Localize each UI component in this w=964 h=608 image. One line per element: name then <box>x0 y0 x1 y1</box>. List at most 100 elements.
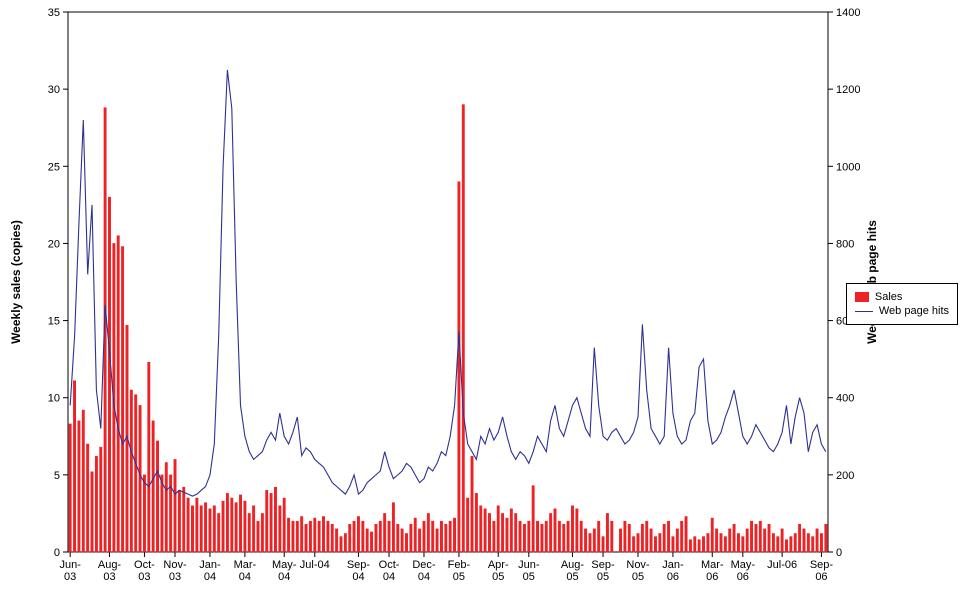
bar <box>436 529 438 552</box>
bar <box>366 529 368 552</box>
bar <box>244 501 246 552</box>
svg-text:05: 05 <box>523 571 535 583</box>
bar <box>777 537 779 552</box>
bar <box>148 362 150 552</box>
bar <box>418 529 420 552</box>
bar <box>340 537 342 552</box>
bar <box>785 540 787 552</box>
svg-text:800: 800 <box>836 238 854 250</box>
bar <box>567 521 569 552</box>
bar <box>121 247 123 552</box>
bar <box>493 521 495 552</box>
bar <box>733 524 735 552</box>
svg-text:200: 200 <box>836 470 854 482</box>
bar <box>768 524 770 552</box>
bar <box>279 506 281 552</box>
svg-text:1200: 1200 <box>836 84 860 96</box>
svg-text:06: 06 <box>667 571 679 583</box>
svg-text:03: 03 <box>64 571 76 583</box>
bar <box>427 513 429 552</box>
bar <box>165 463 167 552</box>
bar <box>536 521 538 552</box>
bar <box>772 533 774 552</box>
bar <box>296 521 298 552</box>
svg-text:0: 0 <box>54 547 60 559</box>
svg-text:Oct-: Oct- <box>134 559 155 571</box>
bar <box>86 444 88 552</box>
bar <box>327 521 329 552</box>
bar <box>392 503 394 552</box>
bar <box>589 533 591 552</box>
bar <box>646 521 648 552</box>
svg-text:04: 04 <box>418 571 430 583</box>
bar <box>200 506 202 552</box>
bar <box>453 518 455 552</box>
bar <box>414 518 416 552</box>
bar <box>91 472 93 552</box>
bar <box>209 509 211 552</box>
bar <box>611 521 613 552</box>
bar <box>729 529 731 552</box>
svg-text:06: 06 <box>815 571 827 583</box>
bar <box>790 537 792 552</box>
bar <box>187 498 189 552</box>
legend-label-sales: Sales <box>875 290 903 304</box>
svg-text:Feb-: Feb- <box>448 559 471 571</box>
bar <box>239 495 241 552</box>
bar <box>807 533 809 552</box>
bar <box>117 236 119 552</box>
bar <box>663 524 665 552</box>
svg-text:Weekly web page hits: Weekly web page hits <box>865 220 879 344</box>
bar <box>357 517 359 552</box>
svg-text:Sep-: Sep- <box>810 559 834 571</box>
svg-text:05: 05 <box>453 571 465 583</box>
bar <box>248 513 250 552</box>
bar <box>680 521 682 552</box>
bar <box>388 521 390 552</box>
bar <box>707 533 709 552</box>
bar <box>532 486 534 552</box>
bar <box>314 518 316 552</box>
bar <box>676 529 678 552</box>
bar <box>139 405 141 552</box>
bar <box>619 529 621 552</box>
bar <box>152 421 154 552</box>
bar <box>449 521 451 552</box>
bar <box>235 503 237 552</box>
svg-text:Jul-06: Jul-06 <box>767 559 797 571</box>
bar <box>580 521 582 552</box>
bar <box>362 521 364 552</box>
bar <box>331 524 333 552</box>
bar <box>410 524 412 552</box>
bar <box>270 493 272 552</box>
bar <box>667 521 669 552</box>
chart-container: 051015202530350200400600800100012001400W… <box>0 0 964 608</box>
legend-item-hits: Web page hits <box>855 304 949 318</box>
bar <box>344 533 346 552</box>
svg-text:10: 10 <box>48 393 60 405</box>
svg-text:Jun-: Jun- <box>59 559 81 571</box>
hits-swatch <box>855 311 873 312</box>
bar <box>222 501 224 552</box>
svg-text:Weekly sales (copies): Weekly sales (copies) <box>9 220 23 344</box>
bar <box>742 537 744 552</box>
bar <box>397 524 399 552</box>
bar <box>694 537 696 552</box>
svg-text:0: 0 <box>836 547 842 559</box>
bar <box>825 524 827 552</box>
bar <box>135 395 137 552</box>
bar <box>549 513 551 552</box>
bar <box>466 498 468 552</box>
bar <box>763 529 765 552</box>
bar <box>300 517 302 552</box>
bar <box>445 524 447 552</box>
svg-text:Mar-: Mar- <box>234 559 257 571</box>
legend-label-hits: Web page hits <box>879 304 949 318</box>
bar <box>480 506 482 552</box>
svg-text:04: 04 <box>239 571 251 583</box>
svg-text:1000: 1000 <box>836 161 860 173</box>
bar <box>274 487 276 552</box>
bar <box>226 493 228 552</box>
svg-text:Jun-: Jun- <box>518 559 540 571</box>
svg-text:Oct-: Oct- <box>379 559 400 571</box>
